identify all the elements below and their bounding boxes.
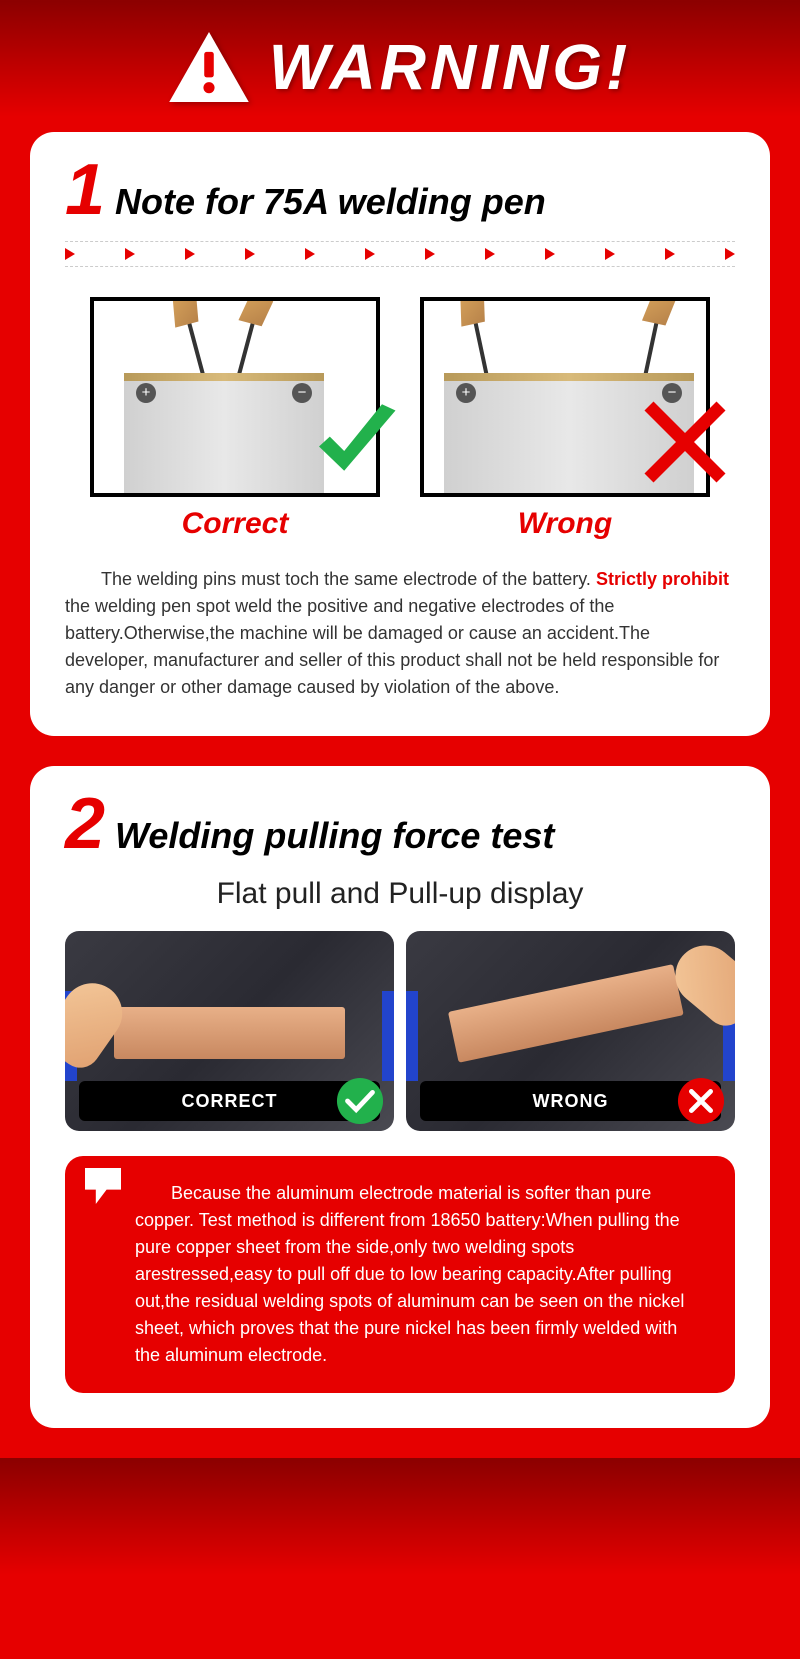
arrow-icon [665,248,675,260]
minus-terminal-icon: − [292,383,312,403]
callout-box: Because the aluminum electrode material … [65,1156,735,1393]
arrow-icon [245,248,255,260]
arrow-divider [65,241,735,267]
photo-comparison: CORRECT WRONG [65,931,735,1131]
copper-strip-lifted-icon [448,964,684,1063]
arrow-icon [485,248,495,260]
copper-strip-icon [114,1007,344,1059]
arrow-icon [605,248,615,260]
welding-pen-icon [237,321,255,375]
welding-pen-icon [473,321,488,376]
arrow-icon [545,248,555,260]
arrow-icon [365,248,375,260]
section-2-number: 2 [65,796,105,854]
section-1-body: The welding pins must toch the same elec… [65,566,735,701]
wrong-photo: WRONG [406,931,735,1131]
section-2-title-row: 2 Welding pulling force test [65,796,735,857]
warning-title: WARNING! [169,30,632,104]
battery-icon: + − [124,373,324,493]
x-badge-icon [677,1077,725,1125]
check-badge-icon [336,1077,384,1125]
body-rest: the welding pen spot weld the positive a… [65,596,719,697]
correct-photo: CORRECT [65,931,394,1131]
correct-photo-label: CORRECT [79,1081,380,1121]
arrow-icon [305,248,315,260]
correct-diagram-container: + − [90,297,380,497]
arrow-icon [125,248,135,260]
section-2-card: 2 Welding pulling force test Flat pull a… [30,766,770,1428]
section-1-title-row: 1 Note for 75A welding pen [65,162,735,223]
checkmark-icon [310,397,400,487]
plus-terminal-icon: + [456,383,476,403]
comparison-diagrams: + − + − [65,297,735,497]
welding-pen-icon [187,321,205,375]
arrow-icon [725,248,735,260]
warning-text: WARNING! [269,30,632,104]
arrow-icon [425,248,435,260]
warning-triangle-icon [169,32,249,102]
warning-header: WARNING! [0,0,800,132]
strict-prohibit: Strictly prohibit [596,569,729,589]
arrow-icon [65,248,75,260]
wrong-photo-label: WRONG [420,1081,721,1121]
plus-terminal-icon: + [136,383,156,403]
correct-photo-text: CORRECT [95,1091,364,1112]
wrong-label: Wrong [420,507,710,541]
x-mark-icon [640,397,730,487]
quote-icon [85,1168,121,1204]
correct-label: Correct [90,507,380,541]
wrong-diagram-container: + − [420,297,710,497]
diagram-labels: Correct Wrong [65,507,735,541]
section-1-number: 1 [65,162,105,220]
arrow-icon [185,248,195,260]
callout-text: Because the aluminum electrode material … [135,1183,684,1365]
section-2-subtitle: Flat pull and Pull-up display [65,877,735,911]
section-1-title: Note for 75A welding pen [115,181,546,223]
section-2-title: Welding pulling force test [115,815,554,857]
welding-pen-icon [643,321,658,376]
wrong-photo-text: WRONG [436,1091,705,1112]
body-start: The welding pins must toch the same elec… [101,569,596,589]
section-1-card: 1 Note for 75A welding pen + − [30,132,770,736]
